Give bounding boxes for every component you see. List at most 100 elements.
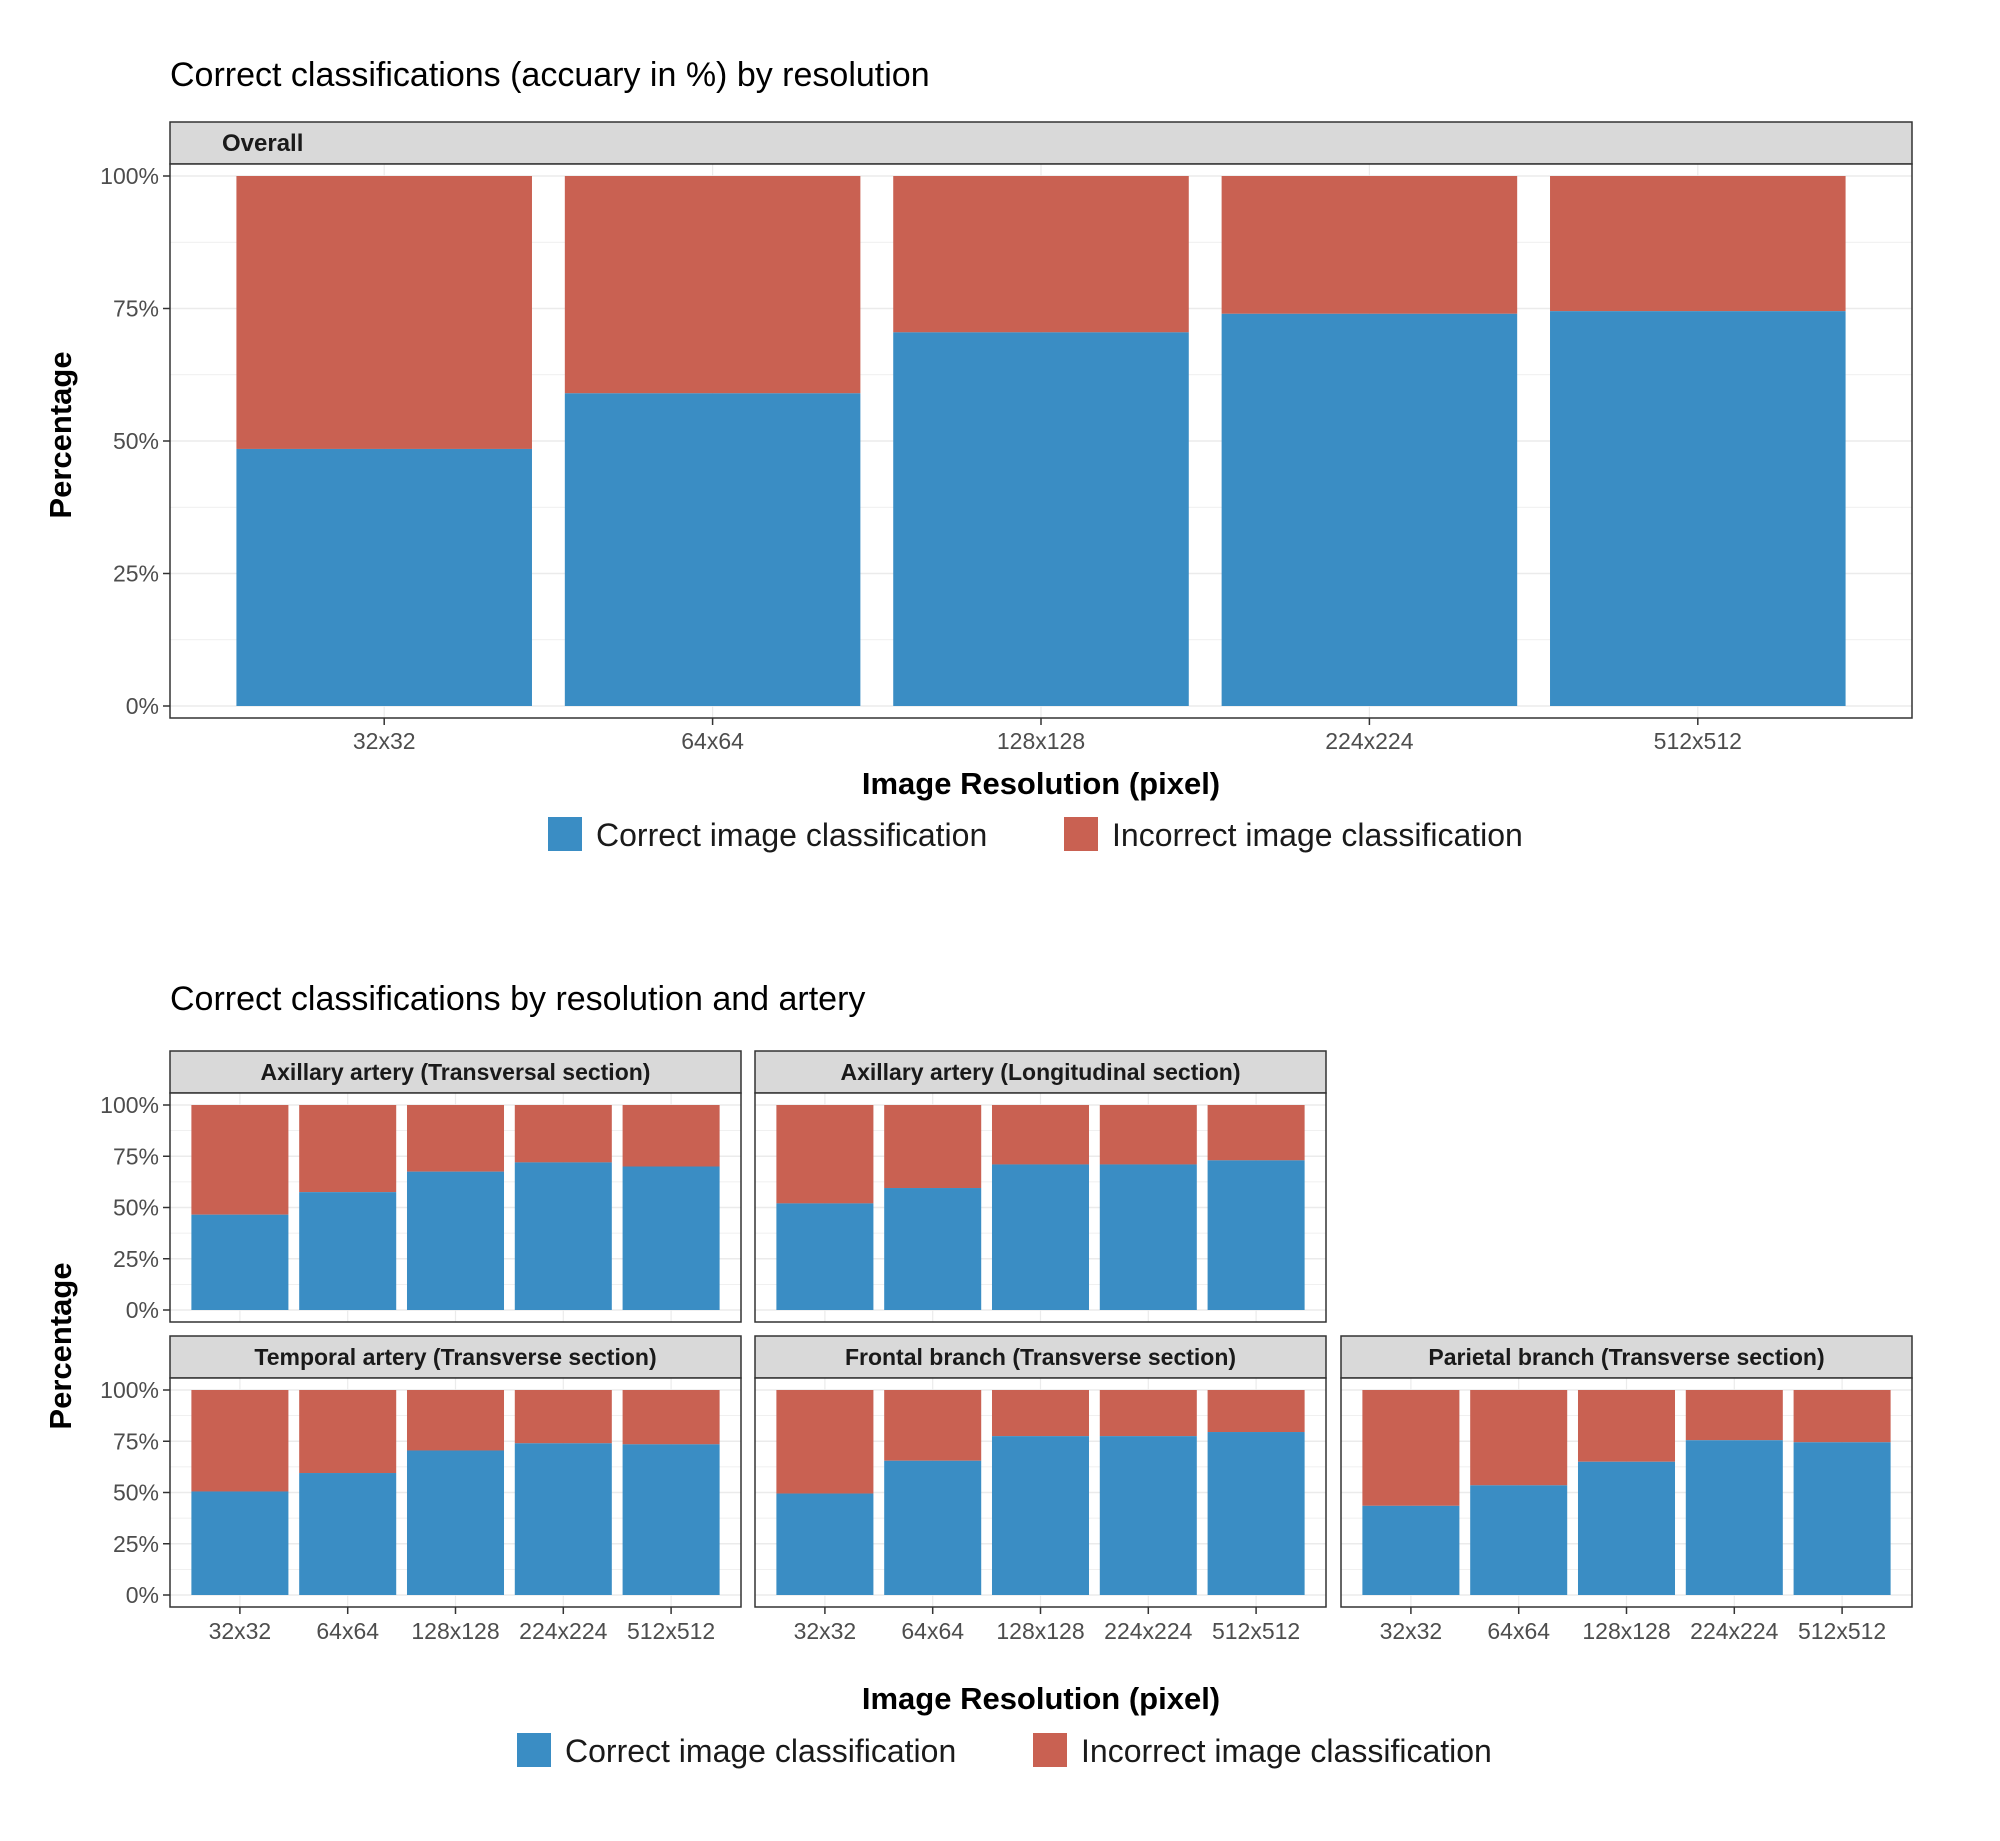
axillary-transversal-y-tick-label: 25% xyxy=(113,1246,159,1272)
overall-y-axis-title: Percentage xyxy=(43,351,78,518)
parietal-transverse-bar-correct-32x32 xyxy=(1362,1505,1460,1595)
parietal-transverse-x-tick-label: 64x64 xyxy=(1487,1618,1550,1644)
axillary-longitudinal-bar-correct-64x64 xyxy=(884,1188,982,1310)
facet-legend-key-correct xyxy=(517,1733,551,1767)
axillary-longitudinal-bar-correct-128x128 xyxy=(991,1164,1090,1310)
temporal-transverse-y-tick-label: 25% xyxy=(113,1531,159,1557)
chart-title-by-artery: Correct classifications by resolution an… xyxy=(170,980,865,1018)
overall-y-tick-label: 50% xyxy=(113,428,159,454)
parietal-transverse-bar-incorrect-64x64 xyxy=(1470,1390,1568,1486)
parietal-transverse-x-tick-label: 128x128 xyxy=(1582,1618,1670,1644)
overall-legend-key-correct xyxy=(548,817,582,851)
axillary-longitudinal-bar-correct-512x512 xyxy=(1207,1160,1305,1310)
temporal-transverse-x-tick-label: 128x128 xyxy=(411,1618,499,1644)
overall-x-axis-title: Image Resolution (pixel) xyxy=(862,766,1220,801)
axillary-longitudinal-bar-incorrect-128x128 xyxy=(991,1105,1090,1165)
temporal-transverse-y-tick-label: 50% xyxy=(113,1480,159,1506)
frontal-transverse-bar-incorrect-32x32 xyxy=(776,1390,874,1494)
parietal-transverse-bar-correct-512x512 xyxy=(1793,1442,1891,1595)
temporal-transverse-bar-incorrect-224x224 xyxy=(514,1390,612,1444)
frontal-transverse-bar-incorrect-128x128 xyxy=(991,1390,1090,1437)
frontal-transverse-bar-incorrect-224x224 xyxy=(1099,1390,1197,1437)
axillary-transversal-bar-incorrect-64x64 xyxy=(299,1105,397,1193)
frontal-transverse-bar-correct-128x128 xyxy=(991,1436,1090,1595)
axillary-transversal-bar-correct-224x224 xyxy=(514,1162,612,1310)
parietal-transverse-x-tick-label: 512x512 xyxy=(1798,1618,1886,1644)
frontal-transverse-bar-correct-224x224 xyxy=(1099,1436,1197,1595)
axillary-longitudinal-strip-label: Axillary artery (Longitudinal section) xyxy=(840,1059,1240,1085)
axillary-transversal-bar-incorrect-224x224 xyxy=(514,1105,612,1163)
axillary-transversal-strip-label: Axillary artery (Transversal section) xyxy=(261,1059,651,1085)
axillary-transversal-bar-incorrect-128x128 xyxy=(406,1105,505,1172)
overall-legend-key-incorrect xyxy=(1064,817,1098,851)
overall-bar-incorrect-512x512 xyxy=(1550,176,1846,312)
overall-bar-correct-32x32 xyxy=(236,448,532,706)
parietal-transverse-strip-label: Parietal branch (Transverse section) xyxy=(1428,1344,1824,1370)
axillary-longitudinal-bar-correct-32x32 xyxy=(776,1203,874,1310)
temporal-transverse-bar-incorrect-512x512 xyxy=(622,1390,720,1445)
overall-x-tick-label: 512x512 xyxy=(1654,728,1742,754)
axillary-longitudinal-bar-incorrect-224x224 xyxy=(1099,1105,1197,1165)
temporal-transverse-x-tick-label: 224x224 xyxy=(519,1618,607,1644)
parietal-transverse-bar-incorrect-32x32 xyxy=(1362,1390,1460,1506)
facet-legend-label-incorrect: Incorrect image classification xyxy=(1081,1733,1492,1769)
temporal-transverse-y-tick-label: 75% xyxy=(113,1428,159,1454)
overall-strip-label: Overall xyxy=(222,130,303,157)
chart-title-overall: Correct classifications (accuary in %) b… xyxy=(170,56,930,94)
frontal-transverse-x-tick-label: 128x128 xyxy=(996,1618,1084,1644)
temporal-transverse-strip xyxy=(169,1335,742,1379)
overall-bar-incorrect-64x64 xyxy=(564,176,861,394)
frontal-transverse-x-tick-label: 64x64 xyxy=(901,1618,964,1644)
overall-strip xyxy=(169,121,1913,165)
overall-bar-correct-224x224 xyxy=(1221,313,1518,706)
temporal-transverse-bar-correct-32x32 xyxy=(191,1491,289,1595)
axillary-transversal-y-tick-label: 0% xyxy=(126,1297,159,1323)
temporal-transverse-bar-correct-512x512 xyxy=(622,1444,720,1595)
frontal-transverse-bar-correct-64x64 xyxy=(884,1460,982,1595)
axillary-longitudinal-bar-incorrect-512x512 xyxy=(1207,1105,1305,1161)
overall-bar-incorrect-128x128 xyxy=(893,176,1189,333)
facet-x-axis-title: Image Resolution (pixel) xyxy=(862,1681,1220,1716)
overall-bar-incorrect-224x224 xyxy=(1221,176,1518,314)
temporal-transverse-bar-correct-64x64 xyxy=(299,1473,397,1595)
frontal-transverse-x-tick-label: 224x224 xyxy=(1104,1618,1192,1644)
axillary-transversal-bar-incorrect-512x512 xyxy=(622,1105,720,1167)
overall-legend-label-incorrect: Incorrect image classification xyxy=(1112,817,1523,853)
temporal-transverse-y-tick-label: 0% xyxy=(126,1582,159,1608)
temporal-transverse-strip-label: Temporal artery (Transverse section) xyxy=(254,1344,656,1370)
axillary-transversal-bar-correct-32x32 xyxy=(191,1214,289,1310)
overall-y-tick-label: 100% xyxy=(100,163,159,189)
axillary-transversal-bar-correct-128x128 xyxy=(406,1171,505,1310)
temporal-transverse-x-tick-label: 32x32 xyxy=(209,1618,272,1644)
parietal-transverse-bar-incorrect-224x224 xyxy=(1685,1390,1783,1441)
parietal-transverse-bar-correct-128x128 xyxy=(1577,1461,1676,1595)
frontal-transverse-bar-correct-32x32 xyxy=(776,1493,874,1595)
overall-bar-correct-128x128 xyxy=(893,332,1189,706)
parietal-transverse-bar-correct-64x64 xyxy=(1470,1485,1568,1595)
temporal-transverse-bar-incorrect-64x64 xyxy=(299,1390,397,1474)
axillary-transversal-bar-correct-64x64 xyxy=(299,1192,397,1310)
temporal-transverse-bar-incorrect-32x32 xyxy=(191,1390,289,1492)
temporal-transverse-bar-correct-128x128 xyxy=(406,1450,505,1595)
facet-legend-key-incorrect xyxy=(1033,1733,1067,1767)
frontal-transverse-strip xyxy=(754,1335,1327,1379)
axillary-longitudinal-bar-incorrect-64x64 xyxy=(884,1105,982,1189)
parietal-transverse-bar-correct-224x224 xyxy=(1685,1440,1783,1595)
facet-legend-label-correct: Correct image classification xyxy=(565,1733,956,1769)
overall-bar-correct-64x64 xyxy=(564,393,861,706)
overall-y-tick-label: 0% xyxy=(126,693,159,719)
axillary-transversal-strip xyxy=(169,1050,742,1094)
parietal-transverse-x-tick-label: 224x224 xyxy=(1690,1618,1778,1644)
axillary-transversal-y-tick-label: 50% xyxy=(113,1195,159,1221)
overall-legend-label-correct: Correct image classification xyxy=(596,817,987,853)
overall-bar-correct-512x512 xyxy=(1550,311,1846,706)
frontal-transverse-bar-correct-512x512 xyxy=(1207,1432,1305,1595)
frontal-transverse-strip-label: Frontal branch (Transverse section) xyxy=(845,1344,1236,1370)
temporal-transverse-bar-incorrect-128x128 xyxy=(406,1390,505,1451)
facet-y-axis-title: Percentage xyxy=(43,1262,78,1429)
temporal-transverse-x-tick-label: 512x512 xyxy=(627,1618,715,1644)
overall-x-tick-label: 128x128 xyxy=(997,728,1085,754)
frontal-transverse-bar-incorrect-512x512 xyxy=(1207,1390,1305,1433)
axillary-transversal-bar-incorrect-32x32 xyxy=(191,1105,289,1215)
